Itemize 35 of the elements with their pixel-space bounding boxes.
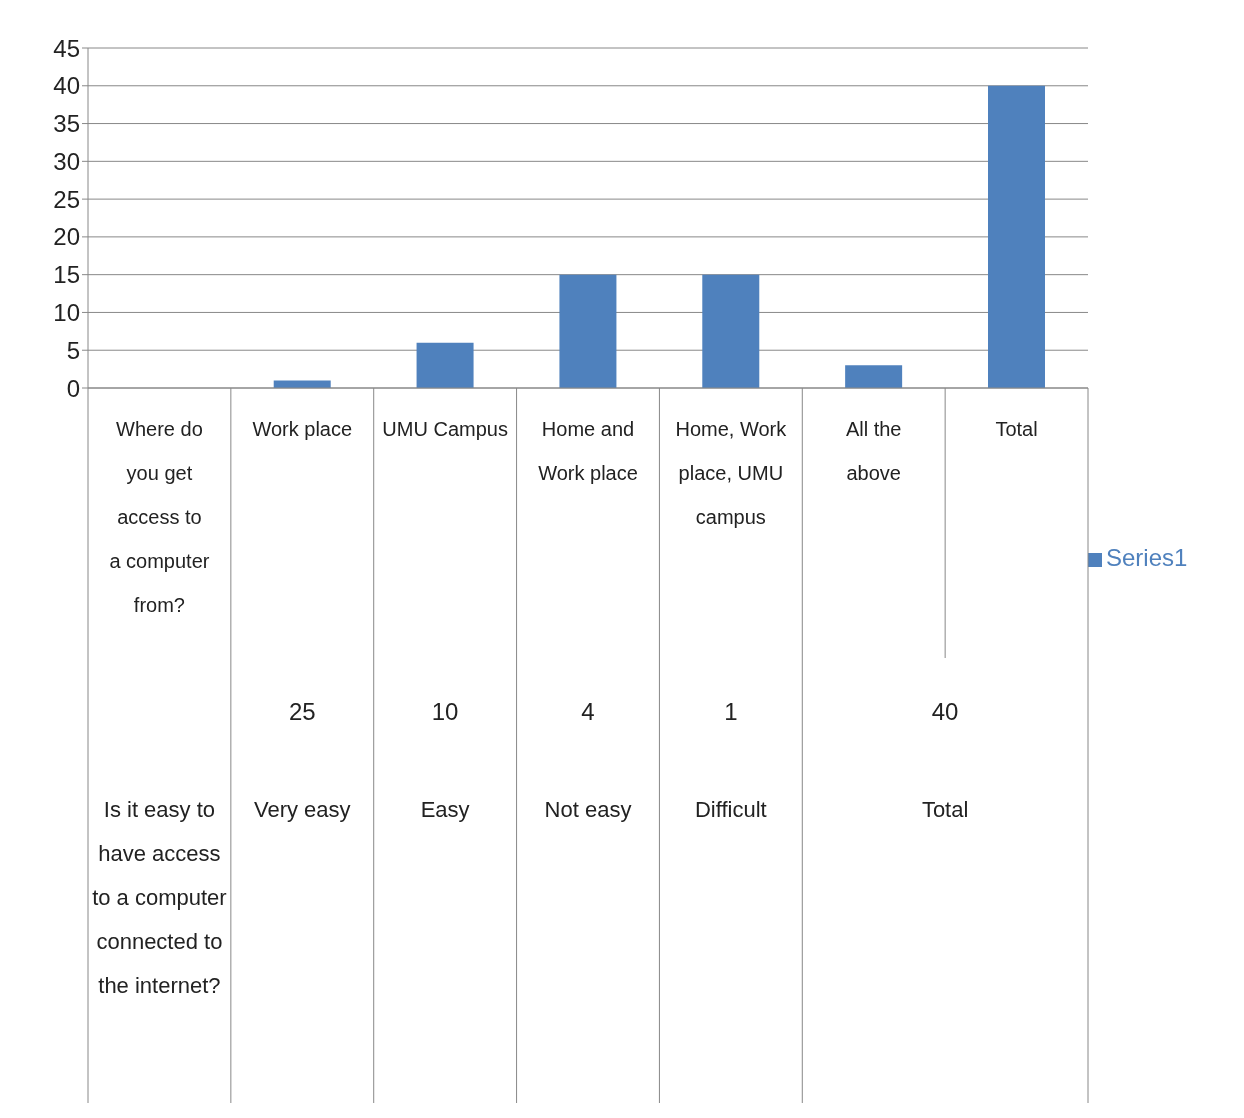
x-tick-label: Work place bbox=[252, 418, 353, 440]
x-tick-label: All the above bbox=[845, 418, 902, 484]
y-tick-label: 5 bbox=[66, 336, 80, 364]
y-tick-label: 25 bbox=[53, 185, 80, 213]
y-tick-label: 30 bbox=[53, 147, 80, 175]
bar bbox=[559, 274, 617, 388]
bar bbox=[416, 342, 474, 388]
y-tick-label: 0 bbox=[66, 374, 80, 402]
bar bbox=[273, 380, 331, 388]
y-tick-label: 35 bbox=[53, 110, 80, 138]
y-tick-label: 10 bbox=[53, 298, 80, 326]
text: Difficult bbox=[693, 796, 768, 824]
text: 25 bbox=[287, 698, 317, 726]
y-tick-label: 15 bbox=[53, 261, 80, 289]
text: Total bbox=[920, 796, 970, 824]
text: Is it easy to have access to a computer connected to the internet? bbox=[92, 796, 227, 1000]
text: Not easy bbox=[543, 796, 633, 824]
y-tick-label: 45 bbox=[53, 34, 80, 62]
y-tick-label: 40 bbox=[53, 72, 80, 100]
x-tick-label: Home and Work place bbox=[538, 418, 638, 484]
bar bbox=[702, 274, 760, 388]
text: Very easy bbox=[252, 796, 352, 824]
text: 10 bbox=[430, 698, 460, 726]
x-tick-label: UMU Campus bbox=[382, 418, 508, 440]
text: 4 bbox=[580, 698, 596, 726]
bar bbox=[845, 365, 903, 388]
text: 40 bbox=[930, 698, 960, 726]
y-tick-label: 20 bbox=[53, 223, 80, 251]
x-tick-label: Where do you get access to a computer from? bbox=[109, 418, 210, 616]
legend-label: Series1 bbox=[1106, 544, 1188, 571]
x-tick-label: Home, Work place, UMU campus bbox=[675, 418, 788, 528]
text: 1 bbox=[723, 698, 739, 726]
x-tick-label: Total bbox=[995, 418, 1038, 440]
bar bbox=[988, 85, 1045, 388]
text: Easy bbox=[419, 796, 471, 824]
